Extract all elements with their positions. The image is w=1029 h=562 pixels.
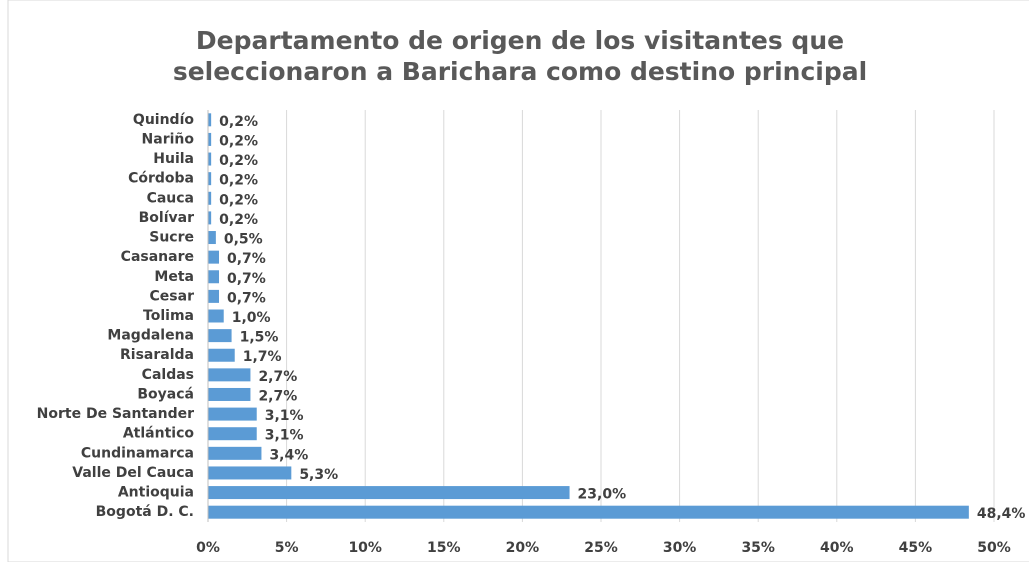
bar	[208, 250, 220, 264]
x-tick-label: 0%	[196, 540, 220, 556]
bar	[208, 387, 251, 401]
data-label: 1,0%	[232, 310, 271, 326]
x-tick-label: 35%	[741, 540, 775, 556]
y-tick-label: Bogotá D. C.	[96, 504, 194, 520]
y-tick-label: Risaralda	[120, 347, 194, 363]
x-tick-label: 5%	[275, 540, 299, 556]
data-label: 1,5%	[240, 330, 279, 346]
y-tick-label: Cauca	[147, 190, 194, 206]
y-tick-label: Caldas	[142, 367, 194, 383]
y-tick-label: Cesar	[150, 288, 195, 304]
bar	[208, 368, 251, 382]
bar	[208, 113, 212, 127]
bar	[208, 309, 224, 323]
data-label: 48,4%	[977, 506, 1026, 522]
x-tick-label: 15%	[427, 540, 461, 556]
bar	[208, 486, 570, 500]
data-label: 1,7%	[243, 349, 282, 365]
bar	[208, 407, 257, 421]
y-tick-label: Huila	[153, 151, 194, 167]
x-tick-label: 30%	[663, 540, 697, 556]
data-label: 0,7%	[227, 271, 266, 287]
x-tick-label: 20%	[506, 540, 540, 556]
y-tick-label: Casanare	[121, 249, 194, 265]
bar	[208, 270, 220, 284]
chart-title: Departamento de origen de los visitantes…	[196, 26, 844, 55]
bar	[208, 427, 257, 441]
y-tick-label: Cundinamarca	[81, 445, 194, 461]
y-tick-label: Nariño	[142, 131, 195, 147]
data-label: 3,1%	[265, 428, 304, 444]
data-label: 23,0%	[578, 487, 627, 503]
data-label: 0,2%	[219, 114, 258, 130]
data-label: 0,7%	[227, 290, 266, 306]
data-label: 0,2%	[219, 192, 258, 208]
x-tick-label: 50%	[977, 540, 1011, 556]
data-label: 2,7%	[258, 388, 297, 404]
y-tick-label: Valle Del Cauca	[72, 465, 194, 481]
bar	[208, 211, 212, 225]
data-label: 5,3%	[299, 467, 338, 483]
y-tick-label: Sucre	[149, 230, 194, 246]
chart-title: seleccionaron a Barichara como destino p…	[173, 57, 867, 86]
y-tick-label: Magdalena	[107, 328, 194, 344]
y-tick-label: Meta	[154, 269, 194, 285]
y-tick-label: Norte De Santander	[37, 406, 194, 422]
bar	[208, 505, 969, 519]
bar	[208, 289, 220, 303]
x-tick-label: 10%	[348, 540, 382, 556]
bar	[208, 152, 212, 166]
y-tick-label: Bolívar	[139, 210, 194, 226]
bar	[208, 191, 212, 205]
bar	[208, 329, 232, 343]
data-label: 3,4%	[269, 447, 308, 463]
data-label: 0,7%	[227, 251, 266, 267]
bar	[208, 446, 262, 460]
data-label: 0,2%	[219, 173, 258, 189]
x-tick-label: 25%	[584, 540, 618, 556]
data-label: 0,2%	[219, 153, 258, 169]
chart-frame	[7, 0, 1029, 562]
data-label: 0,2%	[219, 133, 258, 149]
y-tick-label: Quindío	[133, 112, 194, 128]
data-label: 0,5%	[224, 232, 263, 248]
x-tick-label: 45%	[899, 540, 933, 556]
bar	[208, 466, 292, 480]
data-label: 3,1%	[265, 408, 304, 424]
x-tick-label: 40%	[820, 540, 854, 556]
data-label: 0,2%	[219, 212, 258, 228]
y-tick-label: Atlántico	[123, 426, 195, 442]
y-tick-label: Córdoba	[128, 171, 194, 187]
bar	[208, 172, 212, 186]
bar	[208, 348, 235, 362]
y-tick-label: Tolima	[143, 308, 194, 324]
bar	[208, 231, 216, 245]
y-tick-label: Boyacá	[137, 386, 194, 402]
y-tick-label: Antioquia	[118, 485, 194, 501]
data-label: 2,7%	[258, 369, 297, 385]
bar	[208, 132, 212, 146]
